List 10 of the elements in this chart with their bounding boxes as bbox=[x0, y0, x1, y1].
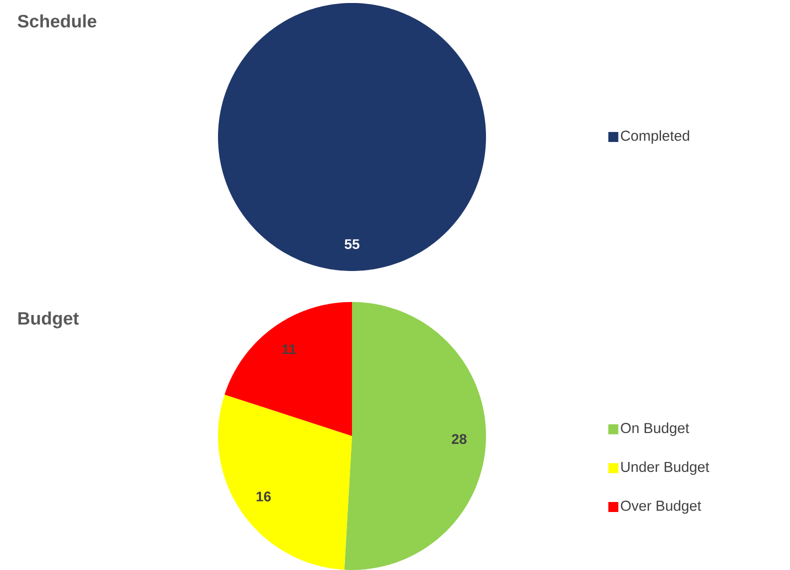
legend-label: On Budget bbox=[620, 422, 690, 436]
data-label: 28 bbox=[452, 434, 466, 444]
legend-label: Completed bbox=[620, 130, 690, 144]
data-label: 55 bbox=[344, 239, 360, 250]
text: Schedule bbox=[18, 14, 96, 28]
data-label: 16 bbox=[256, 492, 271, 502]
legend-label: Under Budget bbox=[621, 461, 710, 475]
text: Budget bbox=[18, 312, 79, 328]
legend-label: Over Budget bbox=[620, 500, 702, 514]
data-label: 11 bbox=[282, 344, 296, 354]
